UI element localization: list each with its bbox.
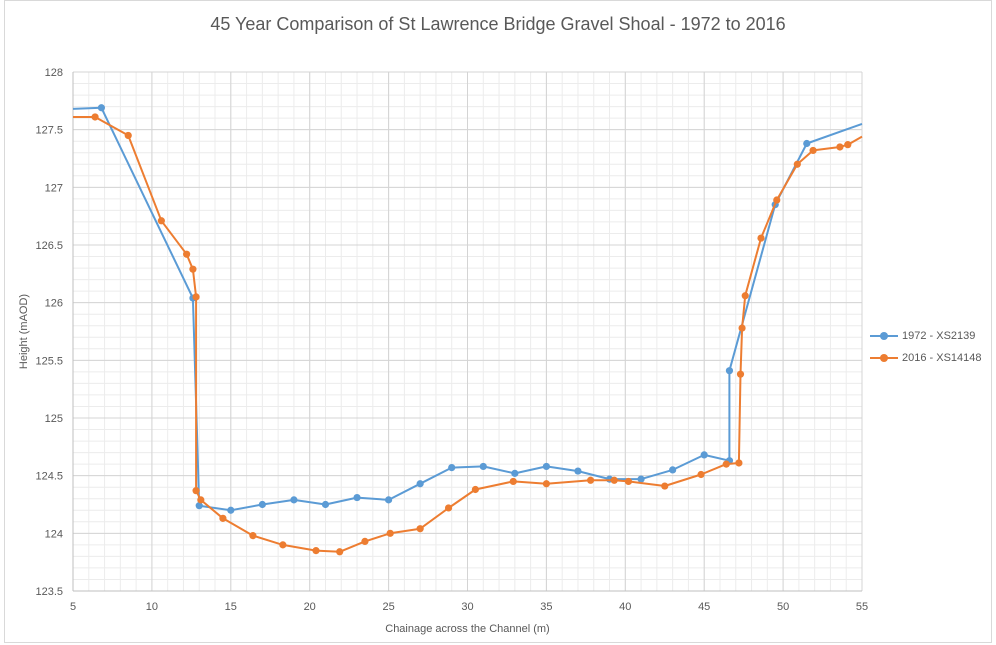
legend-label-1972: 1972 - XS2139 (902, 330, 976, 342)
x-axis-label: Chainage across the Channel (m) (385, 623, 549, 635)
data-point-series-1 (197, 496, 205, 504)
data-point-series-1 (279, 541, 287, 549)
x-tick-label: 15 (225, 601, 237, 613)
x-tick-label: 20 (304, 601, 316, 613)
data-point-series-0 (479, 462, 487, 471)
data-point-series-0 (258, 500, 266, 509)
legend-swatch-1972 (870, 329, 898, 343)
data-point-series-1 (793, 160, 801, 168)
data-point-series-1 (509, 477, 517, 486)
data-point-series-0 (669, 466, 677, 474)
data-point-series-1 (386, 529, 394, 537)
data-point-series-1 (444, 504, 453, 512)
data-point-series-0 (321, 500, 330, 509)
legend: 1972 - XS2139 2016 - XS14148 (870, 325, 982, 369)
y-tick-label: 127 (45, 182, 63, 194)
data-point-series-1 (192, 487, 200, 495)
x-tick-label: 5 (70, 601, 76, 613)
data-point-series-0 (195, 502, 203, 510)
data-point-series-0 (385, 496, 393, 504)
data-point-series-0 (725, 367, 734, 375)
data-point-series-1 (183, 250, 191, 258)
chart-title: 45 Year Comparison of St Lawrence Bridge… (210, 14, 786, 34)
data-point-series-1 (735, 459, 743, 467)
data-point-series-1 (624, 477, 633, 486)
x-tick-label: 50 (777, 601, 789, 613)
y-tick-label: 127.5 (35, 125, 63, 137)
y-tick-label: 125 (45, 413, 63, 425)
y-axis-label: Height (mAOD) (18, 294, 30, 369)
data-point-series-1 (661, 482, 669, 490)
data-point-series-0 (290, 496, 298, 504)
y-tick-label: 125.5 (35, 355, 63, 367)
legend-item-2016: 2016 - XS14148 (870, 347, 982, 369)
data-point-series-1 (416, 525, 424, 533)
data-point-series-0 (416, 480, 424, 488)
data-point-series-1 (189, 265, 197, 273)
data-point-series-1 (312, 547, 320, 555)
data-point-series-1 (741, 292, 749, 300)
data-point-series-1 (697, 470, 705, 479)
y-tick-label: 124 (45, 528, 63, 540)
data-point-series-1 (91, 113, 99, 121)
data-point-series-1 (219, 514, 227, 522)
data-point-series-0 (700, 451, 708, 459)
data-point-series-1 (844, 141, 852, 149)
series-line-1 (73, 116, 863, 553)
data-point-series-1 (542, 480, 551, 488)
x-tick-label: 10 (146, 601, 158, 613)
y-tick-label: 126.5 (35, 240, 63, 252)
data-point-series-1 (471, 485, 479, 494)
y-tick-label: 128 (45, 67, 63, 79)
y-tick-label: 123.5 (35, 586, 63, 598)
data-point-series-1 (773, 196, 781, 204)
x-tick-label: 25 (382, 601, 394, 613)
data-point-series-0 (542, 462, 551, 471)
x-tick-label: 30 (461, 601, 473, 613)
chart-area (4, 0, 992, 643)
legend-swatch-2016 (870, 351, 898, 365)
x-tick-label: 35 (540, 601, 552, 613)
data-point-series-1 (836, 143, 844, 151)
y-tick-label: 126 (45, 298, 63, 310)
data-point-series-0 (97, 104, 106, 112)
x-tick-label: 55 (856, 601, 868, 613)
data-point-series-1 (192, 293, 200, 301)
data-point-series-0 (803, 139, 811, 148)
data-point-series-1 (757, 234, 765, 242)
data-point-series-1 (336, 548, 344, 556)
data-point-series-1 (722, 460, 730, 468)
data-point-series-1 (809, 146, 817, 155)
data-point-series-0 (637, 475, 645, 483)
data-point-series-1 (124, 131, 132, 140)
data-point-series-1 (157, 217, 165, 225)
data-point-series-0 (511, 469, 519, 477)
data-point-series-0 (574, 467, 582, 475)
x-tick-label: 40 (619, 601, 631, 613)
data-point-series-0 (227, 506, 235, 514)
legend-item-1972: 1972 - XS2139 (870, 325, 982, 347)
data-point-series-0 (353, 493, 361, 502)
data-point-series-0 (448, 463, 456, 472)
data-point-series-1 (249, 532, 257, 540)
data-point-series-1 (736, 370, 745, 378)
data-point-series-1 (738, 324, 746, 332)
y-tick-label: 124.5 (35, 471, 63, 483)
legend-label-2016: 2016 - XS14148 (902, 352, 982, 364)
data-point-series-1 (610, 476, 618, 484)
x-tick-label: 45 (698, 601, 710, 613)
data-point-series-1 (586, 476, 595, 484)
data-point-series-1 (361, 537, 369, 546)
